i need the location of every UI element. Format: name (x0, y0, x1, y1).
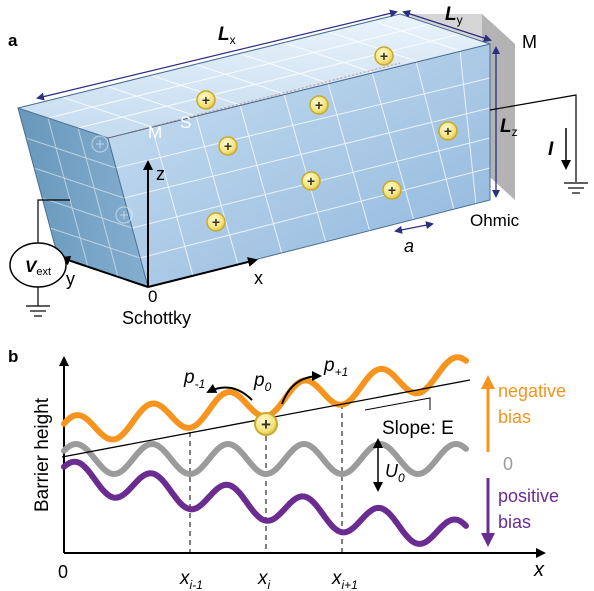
p-zero-label: p0 (253, 370, 272, 394)
ground-left-icon (26, 305, 50, 317)
spacing-label: a (404, 236, 414, 256)
site-lines (189, 404, 343, 553)
charge-2: + (309, 95, 329, 115)
ly-label: Ly (445, 4, 463, 27)
box-front-face (108, 44, 490, 287)
hop-right-arrow (281, 371, 322, 405)
vext-source (9, 242, 67, 288)
vext-wire (37, 199, 70, 244)
b-ylabel: Barrier height (32, 397, 53, 512)
spacing-arrow (394, 221, 434, 234)
p-minus-label: p-1 (183, 367, 205, 391)
charge-8: + (206, 212, 226, 232)
svg-text:+: + (261, 415, 271, 434)
charge-in-well: + (254, 412, 278, 436)
panel-b-label: b (8, 347, 18, 366)
x-axis (147, 257, 258, 288)
slope-triangle (364, 397, 431, 411)
front-grid (115, 50, 491, 277)
svg-text:+: + (224, 138, 232, 154)
panel-a-label: a (8, 31, 18, 50)
charge-7: + (382, 180, 402, 200)
ohmic-label: Ohmic (470, 211, 520, 230)
svg-text:+: + (307, 173, 315, 189)
svg-text:+: + (444, 123, 452, 139)
origin-a: 0 (148, 287, 157, 306)
panel-b: b Barrier height x 0 xi-1 xi xi+1 Slope:… (8, 347, 571, 591)
charge-3: + (374, 46, 394, 66)
current-label: I (548, 139, 554, 160)
panel-a: a (8, 4, 588, 328)
tick-xi: xi (257, 568, 271, 591)
ly-arrow (402, 10, 492, 42)
tick-xi+1: xi+1 (331, 568, 358, 591)
schottky-face (18, 108, 148, 287)
schottky-label: Schottky (122, 308, 191, 328)
z-axis-label: z (156, 164, 165, 184)
metal-left-label: M (148, 123, 162, 142)
charge-5: + (438, 121, 458, 141)
tick-xi-1: xi-1 (179, 568, 203, 591)
positive-bias-label: positive bias (498, 486, 564, 532)
lz-label: Lz (500, 116, 518, 139)
lx-label: Lx (218, 24, 236, 47)
ground-right-icon (564, 182, 588, 194)
negative-bias-label: negative bias (498, 381, 571, 427)
hop-left-arrow (206, 383, 253, 401)
lx-arrow (36, 9, 398, 101)
svg-text:+: + (202, 92, 210, 108)
svg-text:+: + (212, 214, 220, 230)
b-xlabel: x (533, 559, 545, 581)
svg-text:+: + (315, 97, 323, 113)
charge-1: + (196, 90, 216, 110)
charge-6: + (301, 171, 321, 191)
charge-4: + (218, 136, 238, 156)
svg-text:+: + (380, 48, 388, 64)
faded-charges (91, 135, 133, 224)
svg-text:+: + (388, 182, 396, 198)
slope-label: Slope: E (382, 418, 454, 439)
b-origin: 0 (58, 562, 68, 582)
curve-positive-bias (61, 458, 469, 547)
p-plus-label: p+1 (323, 355, 348, 379)
semiconductor-label: S (180, 113, 191, 132)
y-axis-label: y (66, 269, 75, 289)
curve-zero-bias (61, 440, 469, 478)
metal-right-label: M (522, 32, 537, 52)
x-axis-label: x (254, 268, 263, 288)
zero-bias-label: 0 (503, 454, 513, 474)
left-grid (25, 117, 141, 278)
u0-label: U0 (385, 461, 405, 485)
vext-label: Vext (25, 257, 51, 278)
y-axis (60, 255, 149, 288)
current-wire (489, 94, 577, 182)
box-edge-vertical (107, 137, 149, 288)
